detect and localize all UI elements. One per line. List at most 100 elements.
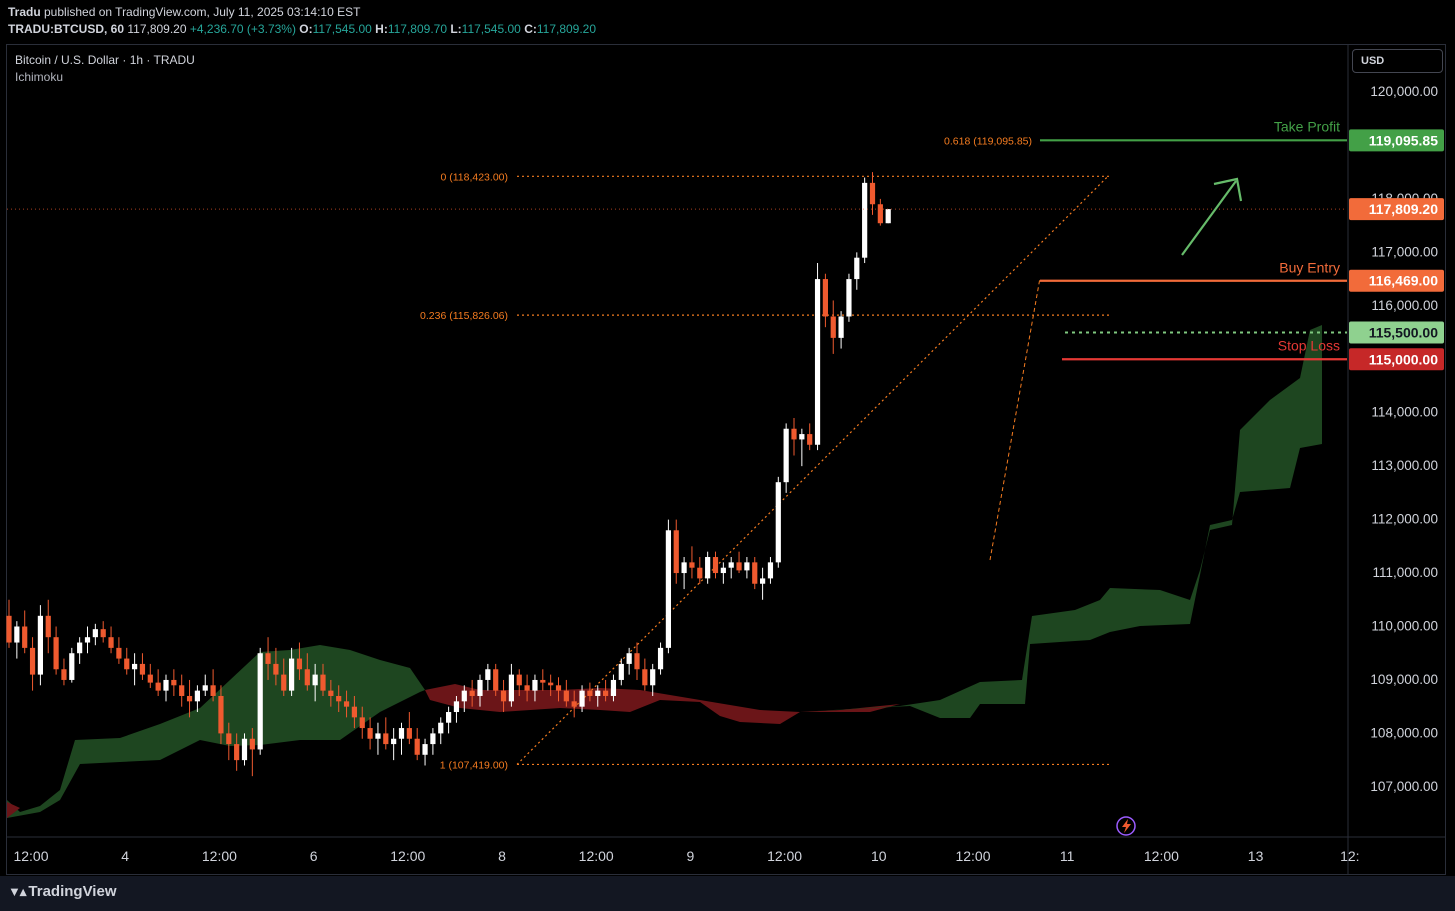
stop-loss-price-tag-bg <box>1349 348 1444 371</box>
tradingview-logo-icon: ▼▴ <box>8 884 26 899</box>
candle-body <box>869 182 876 205</box>
candle-body <box>171 679 177 686</box>
candle-body <box>516 674 522 686</box>
candle-body <box>265 653 271 664</box>
fib-trend-line <box>516 175 1109 765</box>
candle-body <box>877 204 883 224</box>
candle-body <box>760 578 766 584</box>
candle-body <box>414 738 420 755</box>
entry-zone-price-tag-bg <box>1349 321 1444 344</box>
candle-body <box>610 679 617 696</box>
lightning-icon-bolt[interactable] <box>1122 819 1131 833</box>
candle-body <box>281 674 287 691</box>
buy-entry-label: Buy Entry <box>1279 260 1340 276</box>
candle-body <box>100 629 106 638</box>
trade-levels: Take Profit Buy Entry Stop Loss <box>7 118 1347 361</box>
time-tick-label: 4 <box>121 848 129 864</box>
take-profit-price-tag: 119,095.85 <box>1369 132 1439 148</box>
candle-body <box>548 682 554 686</box>
candle-body <box>642 669 648 686</box>
candle-body <box>657 647 664 670</box>
time-tick-label: 12:00 <box>390 848 425 864</box>
candle-body <box>391 738 397 745</box>
candle-body <box>508 674 514 702</box>
cloud-bullish-segment <box>800 325 1322 718</box>
candle-body <box>595 690 601 696</box>
candle-body <box>210 685 216 696</box>
candle-body <box>681 562 687 574</box>
candle-body <box>312 674 318 686</box>
chart-panel[interactable] <box>6 44 1446 875</box>
brand-name: TradingView <box>28 883 117 900</box>
candle-body <box>430 733 436 745</box>
candle-body <box>69 653 75 680</box>
change-text: +4,236.70 (+3.73%) <box>189 22 296 36</box>
currency-button[interactable]: USD <box>1352 49 1443 73</box>
candle-body <box>249 738 255 750</box>
candle-body <box>712 557 719 574</box>
price-labels: 119,095.85 117,809.20 116,469.00 115,500.00… <box>1349 129 1444 371</box>
buy-entry-price-tag-bg <box>1349 269 1444 292</box>
lightning-icon-circle[interactable] <box>1116 816 1136 836</box>
time-tick-label: 11 <box>1060 848 1075 864</box>
low-label: L: <box>450 22 462 36</box>
footer-bar <box>0 876 1455 911</box>
candle-body <box>720 567 726 574</box>
indicator-label[interactable]: Ichimoku <box>15 70 64 84</box>
candle-body <box>524 685 530 691</box>
candle-body <box>6 615 12 643</box>
candle-body <box>422 744 428 755</box>
candle-body <box>446 712 452 723</box>
time-tick-label: 10 <box>871 848 887 864</box>
candle-body <box>343 701 350 707</box>
time-tick-label: 6 <box>310 848 318 864</box>
candle-body <box>29 647 36 675</box>
candle-body <box>45 615 51 638</box>
candle-body <box>736 562 742 571</box>
candle-body <box>767 562 774 579</box>
candle-body <box>155 682 161 691</box>
candle-body <box>53 637 59 670</box>
candle-body <box>477 679 483 696</box>
candle-body <box>791 428 797 440</box>
candle-body <box>116 647 122 659</box>
stop-loss-label: Stop Loss <box>1278 337 1340 353</box>
candle-body <box>705 557 711 579</box>
candle-body <box>234 744 240 761</box>
fibonacci-retracement: 0.618 (119,095.85) 0 (118,423.00) 0.236 (1… <box>420 135 1110 771</box>
candle-body <box>61 669 67 680</box>
target-arrow-shaft <box>1181 180 1237 256</box>
candle-body <box>132 663 138 670</box>
pane-title[interactable]: Bitcoin / U.S. Dollar · 1h · TRADU <box>15 53 195 67</box>
last-price-tag-bg <box>1349 198 1444 221</box>
candle-body <box>532 679 538 691</box>
candle-body <box>139 663 146 675</box>
time-tick-label: 12:00 <box>1144 848 1179 864</box>
symbol-label: TRADU:BTCUSD, 60 <box>8 22 125 36</box>
time-tick-label: 12:00 <box>955 848 990 864</box>
tradingview-logo[interactable]: ▼▴ TradingView <box>8 883 117 900</box>
cloud-bearish-segment <box>7 802 20 818</box>
time-tick-label: 12:00 <box>579 848 614 864</box>
candle-body <box>163 679 169 691</box>
candle-body <box>461 690 467 702</box>
price-tick-label: 107,000.00 <box>1370 779 1438 794</box>
candle-body <box>202 685 208 691</box>
candle-body <box>862 182 868 258</box>
ichimoku-cloud <box>7 325 1322 818</box>
lightning-icon[interactable] <box>1116 816 1136 836</box>
buy-entry-price-tag: 116,469.00 <box>1369 273 1439 289</box>
price-tick-label: 112,000.00 <box>1371 512 1438 527</box>
candle-body <box>124 658 130 670</box>
candle-body <box>689 562 695 568</box>
candle-body <box>84 637 91 643</box>
price-tick-label: 114,000.00 <box>1371 405 1438 420</box>
price-tick-label: 110,000.00 <box>1371 619 1438 634</box>
candle-body <box>634 653 640 670</box>
publisher-name[interactable]: Tradu <box>8 5 41 19</box>
published-text: published on TradingView.com, July 11, 2… <box>40 5 361 19</box>
candle-body <box>673 530 679 574</box>
candle-body <box>37 615 43 675</box>
price-tick-label: 117,000.00 <box>1371 244 1438 259</box>
